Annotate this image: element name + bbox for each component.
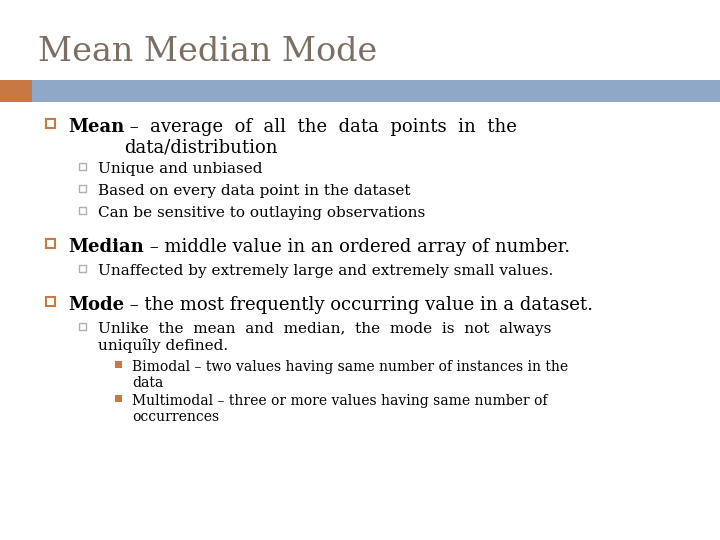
Text: Can be sensitive to outlaying observations: Can be sensitive to outlaying observatio… <box>98 206 426 220</box>
Bar <box>78 185 86 192</box>
Text: – middle value in an ordered array of number.: – middle value in an ordered array of nu… <box>144 238 570 256</box>
Text: Unlike  the  mean  and  median,  the  mode  is  not  always
uniquîly defined.: Unlike the mean and median, the mode is … <box>98 322 552 353</box>
Bar <box>114 395 122 402</box>
Text: Mean Median Mode: Mean Median Mode <box>38 36 377 68</box>
Bar <box>45 239 55 247</box>
Text: Mean: Mean <box>68 118 125 136</box>
Text: – the most frequently occurring value in a dataset.: – the most frequently occurring value in… <box>124 296 593 314</box>
Bar <box>0 80 720 102</box>
Bar <box>78 322 86 329</box>
Bar <box>0 80 32 102</box>
Text: Mode: Mode <box>68 296 124 314</box>
Text: Median: Median <box>68 238 144 256</box>
Text: Unique and unbiased: Unique and unbiased <box>98 162 263 176</box>
Text: Unaffected by extremely large and extremely small values.: Unaffected by extremely large and extrem… <box>98 264 553 278</box>
Text: Based on every data point in the dataset: Based on every data point in the dataset <box>98 184 410 198</box>
Bar <box>114 361 122 368</box>
Text: Bimodal – two values having same number of instances in the
data: Bimodal – two values having same number … <box>132 360 568 390</box>
Bar <box>78 206 86 213</box>
Text: –  average  of  all  the  data  points  in  the
data/distribution: – average of all the data points in the … <box>125 118 517 157</box>
Bar <box>78 265 86 272</box>
Bar <box>45 118 55 127</box>
Bar <box>45 296 55 306</box>
Text: Multimodal – three or more values having same number of
occurrences: Multimodal – three or more values having… <box>132 394 547 424</box>
Bar <box>78 163 86 170</box>
